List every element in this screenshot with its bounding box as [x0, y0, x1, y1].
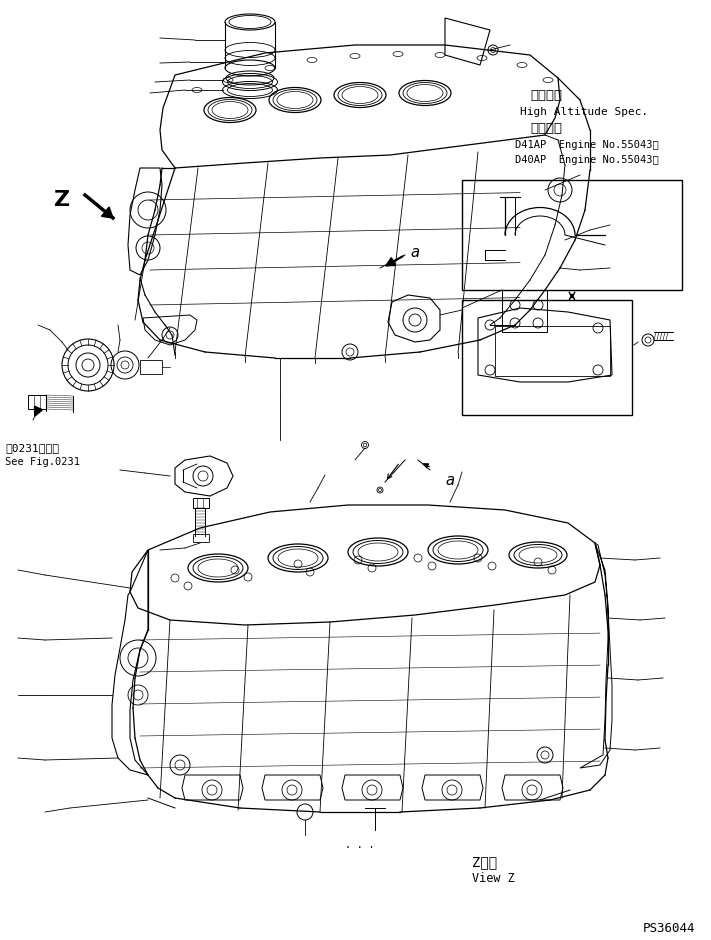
- Bar: [502, 290, 547, 332]
- Text: Z: Z: [54, 190, 70, 210]
- Bar: [193, 534, 209, 542]
- Text: 第0231図参照: 第0231図参照: [5, 443, 59, 453]
- Text: D41AP  Engine No.55043～: D41AP Engine No.55043～: [515, 140, 659, 150]
- Text: PS36044: PS36044: [643, 921, 695, 934]
- Text: Z　視: Z 視: [472, 855, 497, 869]
- Text: 適用号機: 適用号機: [530, 121, 562, 134]
- Text: a: a: [410, 244, 419, 259]
- Text: View Z: View Z: [472, 871, 515, 885]
- Text: D40AP  Engine No.55043～: D40AP Engine No.55043～: [515, 155, 659, 165]
- Bar: [140, 360, 162, 374]
- Text: . . .: . . .: [346, 840, 375, 850]
- Bar: [495, 326, 610, 376]
- Bar: [462, 300, 632, 415]
- Text: a: a: [445, 473, 454, 488]
- Bar: [193, 498, 209, 508]
- Polygon shape: [102, 207, 113, 218]
- Text: 高地仕様: 高地仕様: [530, 88, 562, 102]
- Text: High Altitude Spec.: High Altitude Spec.: [520, 107, 648, 117]
- Text: See Fig.0231: See Fig.0231: [5, 457, 80, 467]
- Bar: [462, 180, 682, 290]
